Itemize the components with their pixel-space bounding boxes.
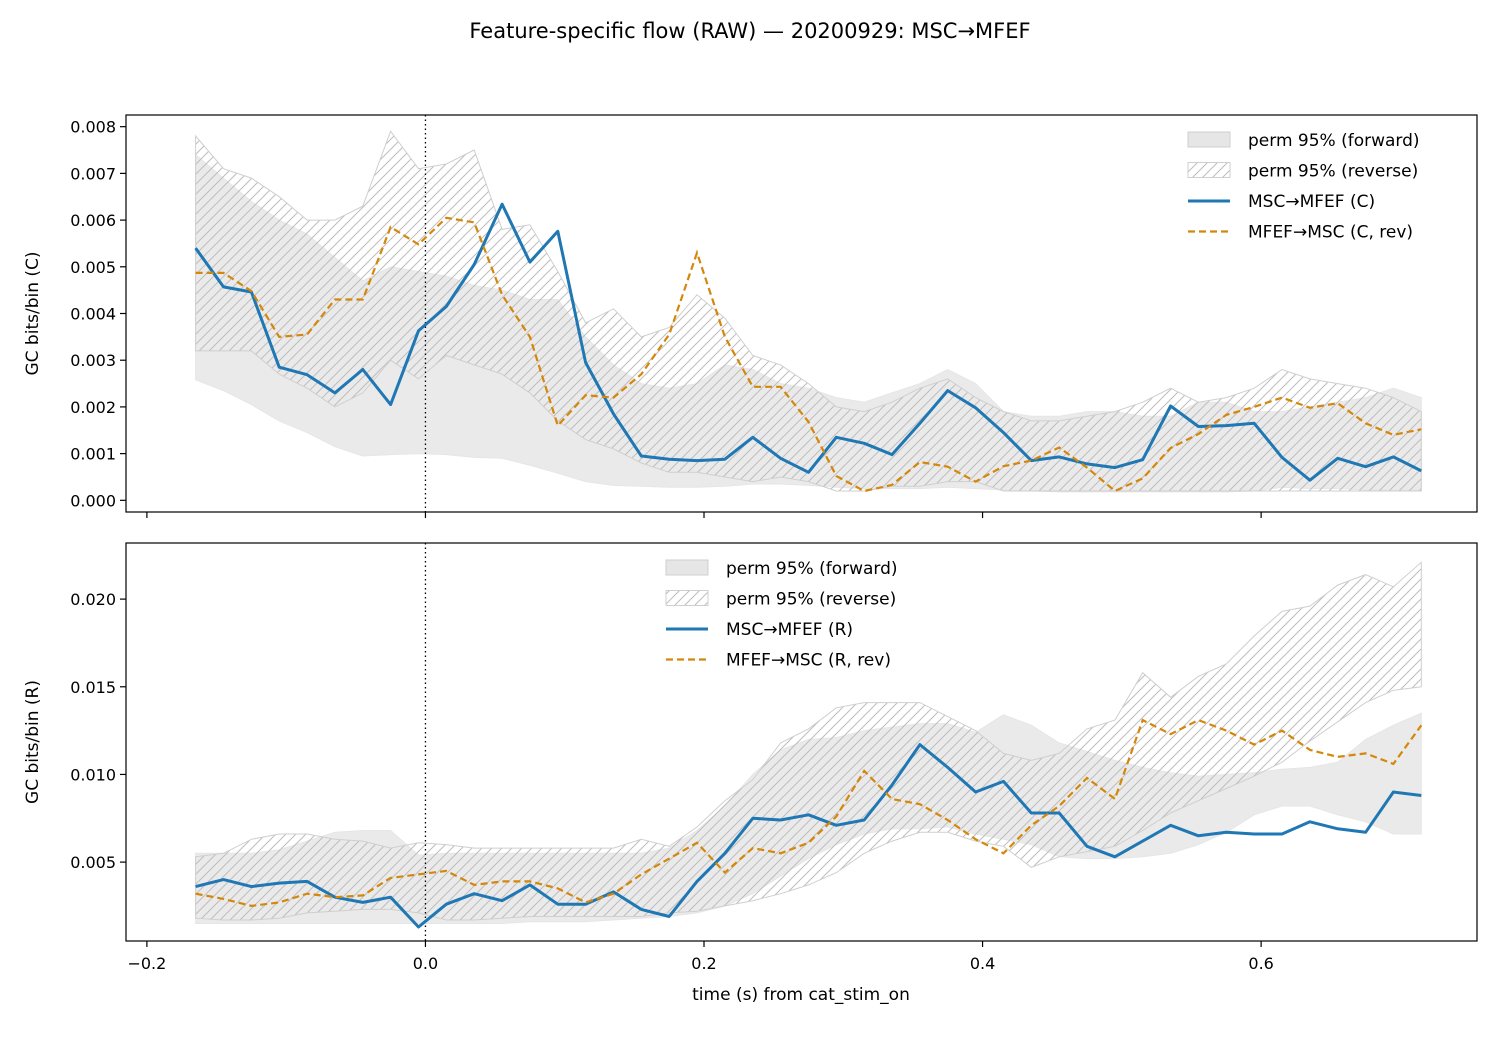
series-reverse-line bbox=[195, 718, 1423, 908]
plot-area bbox=[194, 115, 1422, 512]
x-tick-label: 0.4 bbox=[970, 954, 995, 973]
legend-swatch-reverse-band bbox=[1187, 162, 1231, 178]
y-tick-label: 0.005 bbox=[70, 853, 116, 872]
legend-label: perm 95% (forward) bbox=[726, 559, 898, 579]
x-tick-label: 0.2 bbox=[691, 954, 716, 973]
y-axis-label: GC bits/bin (C) bbox=[23, 251, 43, 375]
plot-area bbox=[195, 543, 1423, 941]
figure-title: Feature-specific flow (RAW) — 20200929: … bbox=[469, 19, 1030, 43]
y-tick-label: 0.008 bbox=[70, 118, 116, 137]
y-tick-label: 0.020 bbox=[70, 590, 116, 609]
y-axis-label: GC bits/bin (R) bbox=[23, 680, 43, 804]
legend-label: perm 95% (reverse) bbox=[1248, 162, 1418, 182]
x-tick-label: −0.2 bbox=[127, 954, 166, 973]
legend-swatch-forward-band bbox=[1187, 131, 1231, 148]
x-tick-label: 0.0 bbox=[413, 954, 438, 973]
x-axis-label: time (s) from cat_stim_on bbox=[692, 985, 910, 1005]
legend-label: MSC→MFEF (R) bbox=[726, 620, 853, 640]
legend-label: MSC→MFEF (C) bbox=[1248, 192, 1375, 212]
y-tick-label: 0.005 bbox=[70, 258, 116, 277]
y-tick-label: 0.010 bbox=[70, 765, 116, 784]
top-panel: 0.000 0.001 0.002 0.003 0.004 0.005 0.006 0.007… bbox=[23, 114, 1478, 518]
y-tick-label: 0.007 bbox=[70, 164, 116, 183]
band-reverse bbox=[195, 561, 1422, 921]
y-tick-label: 0.015 bbox=[70, 678, 116, 697]
axes-frame bbox=[125, 542, 1478, 942]
legend-label: MFEF→MSC (C, rev) bbox=[1248, 223, 1413, 243]
legend-label: MFEF→MSC (R, rev) bbox=[726, 651, 891, 671]
x-tick-label: 0.6 bbox=[1248, 954, 1273, 973]
legend: perm 95% (forward) perm 95% (reverse) MSC→… bbox=[1187, 131, 1420, 243]
series-forward-line bbox=[194, 202, 1422, 482]
y-tick-label: 0.003 bbox=[70, 351, 116, 370]
series-reverse-line bbox=[195, 216, 1422, 493]
y-tick-label: 0.004 bbox=[70, 305, 116, 324]
legend-label: perm 95% (reverse) bbox=[726, 590, 896, 610]
legend-label: perm 95% (forward) bbox=[1248, 131, 1420, 151]
legend: perm 95% (forward) perm 95% (reverse) MSC→… bbox=[665, 559, 898, 671]
legend-swatch-reverse-band bbox=[665, 590, 709, 606]
y-tick-label: 0.002 bbox=[70, 398, 116, 417]
y-tick-label: 0.000 bbox=[70, 491, 116, 510]
legend-swatch-forward-band bbox=[665, 559, 709, 576]
series-forward-line bbox=[195, 743, 1422, 929]
y-tick-label: 0.001 bbox=[70, 445, 116, 464]
y-tick-label: 0.006 bbox=[70, 211, 116, 230]
bottom-panel: 0.005 0.010 0.015 0.020 −0.2 0.0 0.2 0.4 0.6 GC b… bbox=[23, 542, 1478, 973]
